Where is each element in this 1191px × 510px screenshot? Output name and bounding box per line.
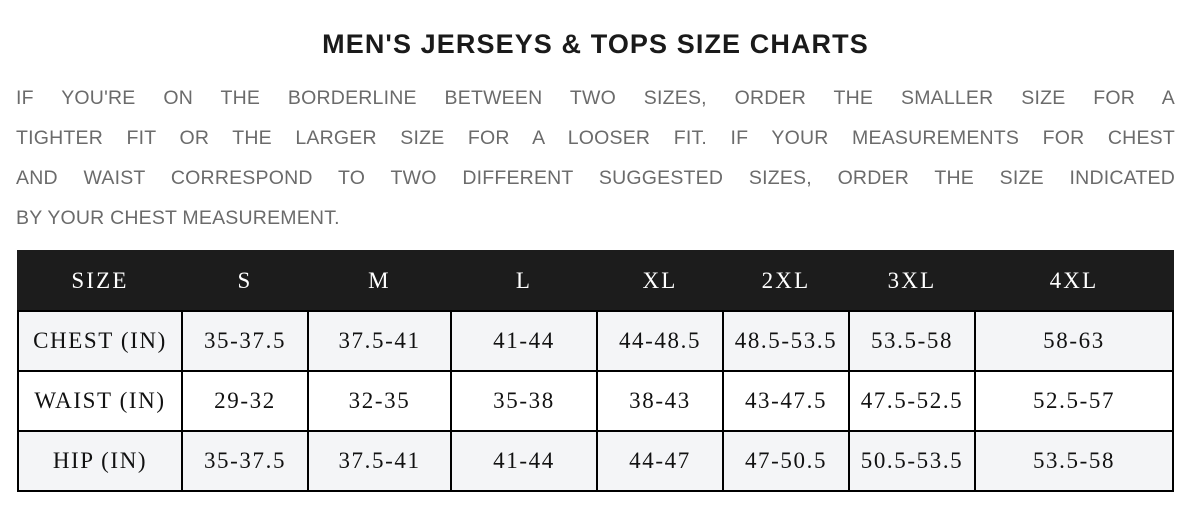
cell-waist-l: 35-38 — [450, 370, 598, 432]
cell-waist-xl: 38-43 — [596, 370, 724, 432]
cell-waist-2xl: 43-47.5 — [722, 370, 850, 432]
intro-paragraph: IF YOU'RE ON THE BORDERLINE BETWEEN TWO … — [0, 60, 1191, 238]
cell-waist-3xl: 47.5-52.5 — [848, 370, 976, 432]
cell-chest-m: 37.5-41 — [307, 310, 452, 372]
cell-hip-m: 37.5-41 — [307, 430, 452, 492]
cell-chest-l: 41-44 — [450, 310, 598, 372]
cell-waist-m: 32-35 — [307, 370, 452, 432]
cell-hip-xl: 44-47 — [596, 430, 724, 492]
intro-line-2: TIGHTER FIT OR THE LARGER SIZE FOR A LOO… — [16, 126, 1175, 149]
intro-line-1: IF YOU'RE ON THE BORDERLINE BETWEEN TWO … — [16, 86, 1175, 109]
cell-chest-3xl: 53.5-58 — [848, 310, 976, 372]
page-title: MEN'S JERSEYS & TOPS SIZE CHARTS — [322, 29, 869, 59]
table-row: CHEST (IN) 35-37.5 37.5-41 41-44 44-48.5… — [17, 310, 1174, 372]
intro-line-4: BY YOUR CHEST MEASUREMENT. — [16, 206, 340, 229]
cell-chest-xl: 44-48.5 — [596, 310, 724, 372]
table-row: HIP (IN) 35-37.5 37.5-41 41-44 44-47 47-… — [17, 430, 1174, 492]
size-chart-table-wrapper: SIZE S M L XL 2XL 3XL 4XL CHEST (IN) 35-… — [17, 250, 1174, 492]
column-header-3xl: 3XL — [848, 250, 976, 312]
cell-waist-4xl: 52.5-57 — [974, 370, 1174, 432]
column-header-size: SIZE — [17, 250, 183, 312]
cell-chest-4xl: 58-63 — [974, 310, 1174, 372]
row-label-waist: WAIST (IN) — [17, 370, 183, 432]
cell-hip-4xl: 53.5-58 — [974, 430, 1174, 492]
row-label-hip: HIP (IN) — [17, 430, 183, 492]
cell-waist-s: 29-32 — [181, 370, 309, 432]
row-label-chest: CHEST (IN) — [17, 310, 183, 372]
intro-line-3: AND WAIST CORRESPOND TO TWO DIFFERENT SU… — [16, 166, 1175, 189]
column-header-m: M — [307, 250, 452, 312]
column-header-xl: XL — [596, 250, 724, 312]
cell-hip-3xl: 50.5-53.5 — [848, 430, 976, 492]
cell-chest-2xl: 48.5-53.5 — [722, 310, 850, 372]
column-header-l: L — [450, 250, 598, 312]
cell-chest-s: 35-37.5 — [181, 310, 309, 372]
cell-hip-s: 35-37.5 — [181, 430, 309, 492]
table-row: WAIST (IN) 29-32 32-35 35-38 38-43 43-47… — [17, 370, 1174, 432]
cell-hip-l: 41-44 — [450, 430, 598, 492]
size-chart-table: SIZE S M L XL 2XL 3XL 4XL CHEST (IN) 35-… — [17, 250, 1174, 492]
table-header-row: SIZE S M L XL 2XL 3XL 4XL — [17, 250, 1174, 312]
cell-hip-2xl: 47-50.5 — [722, 430, 850, 492]
column-header-4xl: 4XL — [974, 250, 1174, 312]
column-header-2xl: 2XL — [722, 250, 850, 312]
column-header-s: S — [181, 250, 309, 312]
